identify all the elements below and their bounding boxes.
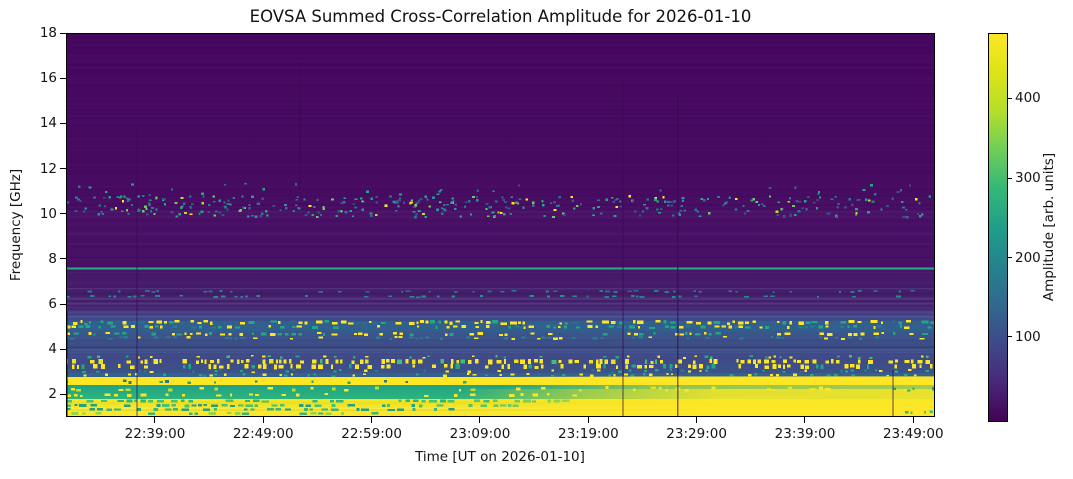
colorbar-tick-label: 200 [1015, 249, 1041, 266]
x-tick-mark [479, 417, 481, 423]
y-tick-label: 2 [48, 386, 57, 403]
y-tick-label: 16 [39, 70, 57, 87]
y-tick-mark [60, 77, 66, 79]
y-tick-mark [60, 122, 66, 124]
y-tick-mark [60, 258, 66, 260]
heatmap-yellow-wash [66, 376, 935, 417]
plot-border [66, 33, 935, 417]
x-tick-label: 23:39:00 [774, 426, 836, 442]
y-tick-label: 6 [48, 296, 57, 313]
x-tick-label: 22:59:00 [341, 426, 402, 442]
x-tick-mark [804, 417, 806, 423]
x-tick-label: 22:39:00 [124, 426, 186, 442]
colorbar-tick-mark [1008, 97, 1012, 99]
colorbar-tick-mark [1008, 336, 1012, 338]
y-tick-mark [60, 168, 66, 170]
colorbar-tick-mark [1008, 177, 1012, 179]
colorbar [988, 33, 1008, 422]
colorbar-label: Amplitude [arb. units] [1041, 152, 1057, 302]
y-tick-label: 12 [39, 160, 57, 177]
x-tick-label: 23:49:00 [882, 426, 944, 442]
x-tick-mark [587, 417, 589, 423]
colorbar-tick-label: 100 [1015, 328, 1041, 345]
y-tick-mark [60, 213, 66, 215]
colorbar-tick-label: 300 [1015, 170, 1041, 187]
y-tick-mark [60, 348, 66, 350]
x-axis-label: Time [UT on 2026-01-10] [415, 449, 585, 465]
x-tick-mark [696, 417, 698, 423]
heatmap-speckles-right [893, 387, 935, 415]
x-tick-label: 23:29:00 [666, 426, 727, 442]
data-gap-lines [66, 63, 894, 417]
y-tick-label: 4 [48, 341, 57, 358]
spectrogram-heatmap [66, 33, 935, 417]
x-tick-label: 22:49:00 [232, 426, 294, 442]
y-tick-label: 8 [48, 250, 57, 267]
x-tick-label: 23:19:00 [558, 426, 619, 442]
x-tick-mark [262, 417, 264, 423]
y-tick-label: 18 [39, 25, 57, 41]
x-tick-mark [154, 417, 156, 423]
x-tick-mark [912, 417, 914, 423]
y-tick-mark [60, 303, 66, 305]
y-tick-label: 14 [39, 115, 57, 132]
colorbar-tick-label: 400 [1015, 90, 1041, 107]
y-tick-label: 10 [39, 205, 57, 222]
chart-title: EOVSA Summed Cross-Correlation Amplitude… [249, 7, 752, 26]
x-tick-label: 23:09:00 [449, 426, 511, 442]
colorbar-tick-mark [1008, 257, 1012, 259]
x-tick-mark [371, 417, 373, 423]
y-tick-mark [60, 393, 66, 395]
y-tick-mark [60, 32, 66, 34]
